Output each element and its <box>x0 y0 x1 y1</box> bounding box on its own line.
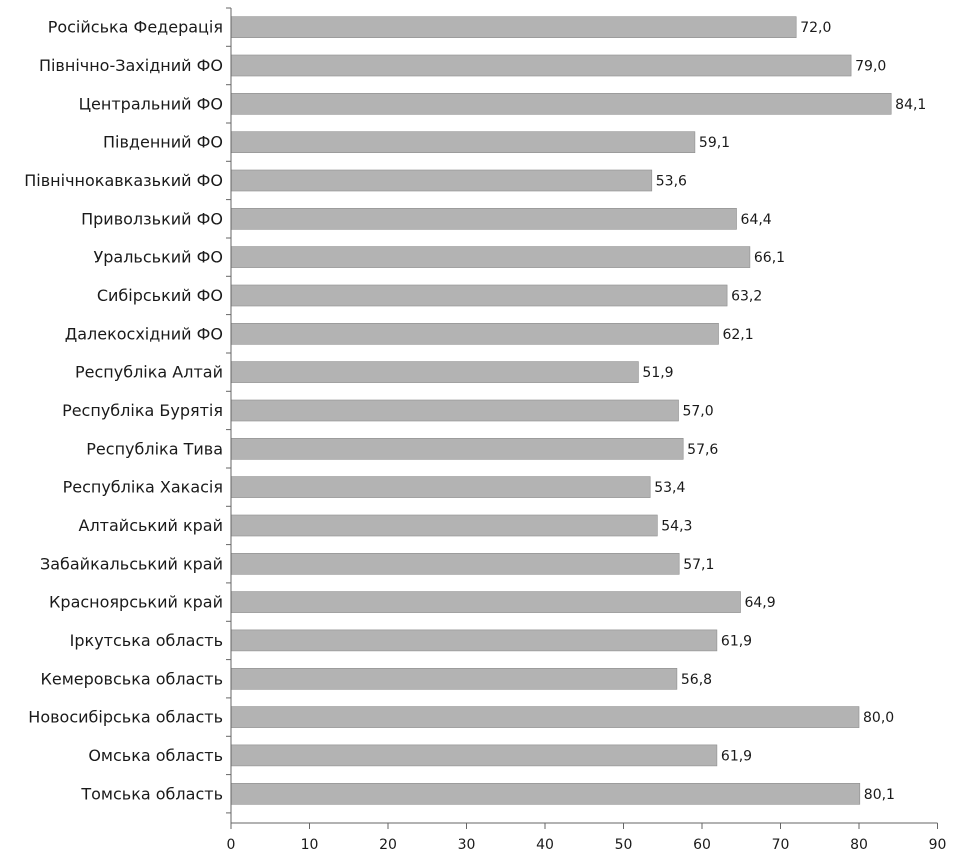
category-label: Сибірський ФО <box>97 286 223 305</box>
bar <box>230 437 684 460</box>
bar <box>230 744 718 767</box>
value-label: 57,1 <box>683 557 714 573</box>
category-label: Республіка Бурятія <box>62 401 223 420</box>
x-tick-label: 10 <box>301 837 319 853</box>
bar <box>230 514 658 537</box>
category-label: Іркутська область <box>70 631 223 650</box>
value-label: 61,9 <box>721 633 752 649</box>
x-tick-label: 70 <box>772 837 790 853</box>
bar <box>230 591 741 613</box>
value-label: 61,9 <box>721 748 752 764</box>
value-label: 63,2 <box>731 288 762 304</box>
value-label: 80,0 <box>863 710 894 726</box>
value-label: 84,1 <box>895 97 926 113</box>
category-label: Російська Федерація <box>48 18 223 37</box>
value-label: 56,8 <box>681 672 712 688</box>
x-tick-label: 50 <box>615 837 633 853</box>
value-label: 64,9 <box>744 595 775 611</box>
value-label: 80,1 <box>864 787 895 803</box>
category-label: Уральський ФО <box>93 248 223 267</box>
x-tick-label: 40 <box>536 837 554 853</box>
bar <box>230 706 860 728</box>
x-tick-label: 0 <box>227 837 236 853</box>
x-tick-label: 90 <box>929 837 947 853</box>
value-label: 66,1 <box>754 250 785 266</box>
category-label: Красноярський край <box>49 593 223 612</box>
value-label: 51,9 <box>642 365 673 381</box>
value-label: 62,1 <box>722 327 753 343</box>
bar <box>230 476 651 498</box>
bar <box>230 131 696 153</box>
bar <box>230 16 797 39</box>
category-label: Приволзький ФО <box>81 209 223 228</box>
value-label: 59,1 <box>699 135 730 151</box>
category-label: Північнокавказький ФО <box>24 171 223 190</box>
category-label: Республіка Хакасія <box>63 478 223 497</box>
bar <box>230 629 718 652</box>
bar <box>230 284 728 307</box>
bar <box>230 246 751 268</box>
value-label: 79,0 <box>855 58 886 74</box>
bar <box>230 552 680 575</box>
value-label: 57,0 <box>682 403 713 419</box>
bar <box>230 399 679 422</box>
value-label: 64,4 <box>741 212 772 228</box>
category-label: Омська область <box>88 746 223 765</box>
category-label: Забайкальський край <box>40 554 223 573</box>
x-tick-label: 20 <box>379 837 397 853</box>
category-label: Томська область <box>80 784 223 803</box>
category-label: Новосибірська область <box>28 708 223 727</box>
value-label: 53,6 <box>656 173 687 189</box>
x-tick-label: 30 <box>458 837 476 853</box>
category-label: Алтайський край <box>79 516 224 535</box>
bar <box>230 169 653 192</box>
value-label: 54,3 <box>661 518 692 534</box>
category-label: Далекосхідний ФО <box>65 324 223 343</box>
category-label: Південний ФО <box>103 133 223 152</box>
category-label: Північно-Західний ФО <box>39 56 223 75</box>
bar <box>230 93 892 115</box>
bar <box>230 667 678 690</box>
bar <box>230 361 639 383</box>
x-tick-label: 80 <box>850 837 868 853</box>
x-tick-label: 60 <box>693 837 711 853</box>
category-label: Центральний ФО <box>79 94 223 113</box>
value-label: 53,4 <box>654 480 685 496</box>
value-label: 72,0 <box>800 20 831 36</box>
category-label: Республіка Алтай <box>75 363 223 382</box>
value-label: 57,6 <box>687 442 718 458</box>
bar <box>230 208 737 230</box>
bar <box>230 322 719 345</box>
category-label: Республіка Тива <box>86 439 223 458</box>
bar <box>230 782 861 805</box>
bar <box>230 54 852 77</box>
category-label: Кемеровська область <box>40 669 223 688</box>
